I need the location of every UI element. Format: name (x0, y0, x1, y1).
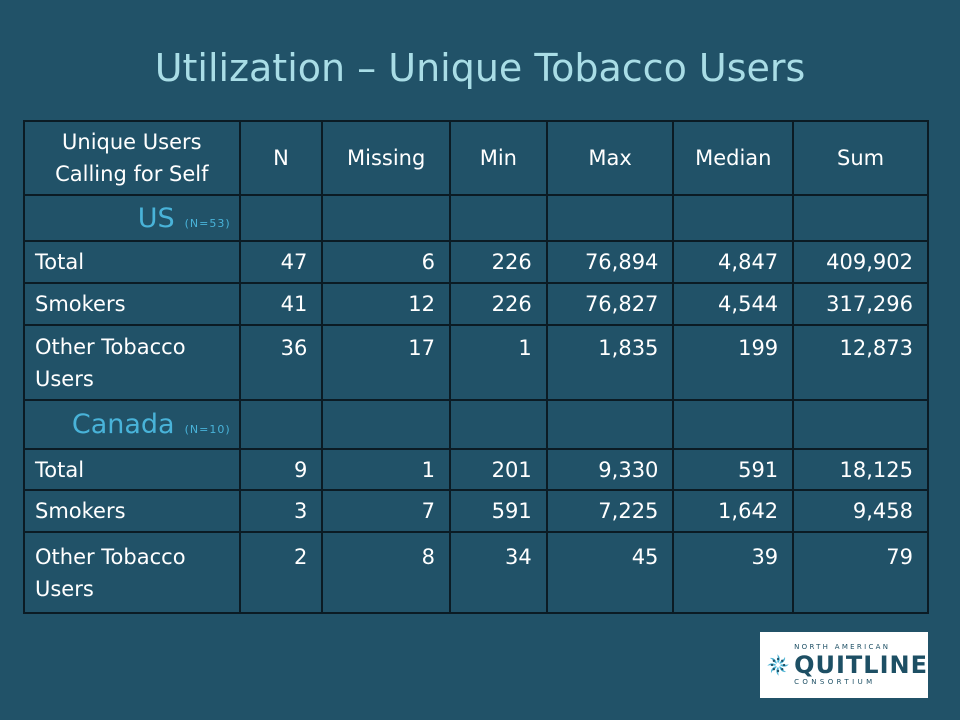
table-row: Smokers 41 12 226 76,827 4,544 317,296 (23, 282, 929, 326)
cell-max: 1,835 (545, 324, 675, 401)
cell-missing: 8 (321, 531, 452, 614)
row-label: Smokers (23, 489, 241, 533)
page-title: Utilization – Unique Tobacco Users (154, 46, 806, 90)
header-median: Median (672, 120, 795, 196)
utilization-table: Unique Users Calling for Self N Missing … (23, 120, 929, 614)
cell-missing: 7 (321, 489, 452, 533)
logo-top-text: NORTH AMERICAN (794, 643, 891, 651)
cell-median: 199 (672, 324, 795, 401)
cell-min: 591 (449, 489, 548, 533)
cell-n: 9 (238, 448, 324, 491)
header-missing: Missing (321, 120, 452, 196)
cell-missing: 1 (321, 448, 452, 491)
logo-main-text: QUITLINE (794, 651, 928, 679)
pinwheel-logo-icon (767, 654, 789, 676)
header-n: N (238, 120, 324, 196)
header-max: Max (545, 120, 675, 196)
cell-median: 4,544 (672, 282, 795, 326)
cell-n: 36 (238, 324, 324, 401)
cell-n: 3 (238, 489, 324, 533)
table-row: Total 9 1 201 9,330 591 18,125 (23, 448, 929, 491)
cell-median: 39 (672, 531, 795, 614)
section-label-canada: Canada (N=10) (23, 399, 241, 450)
logo-bottom-text: CONSORTIUM (794, 678, 876, 686)
cell-sum: 409,902 (792, 240, 929, 284)
cell-min: 226 (449, 240, 548, 284)
cell-min: 226 (449, 282, 548, 326)
section-row-canada: Canada (N=10) (23, 399, 929, 450)
cell-min: 201 (449, 448, 548, 491)
cell-missing: 12 (321, 282, 452, 326)
cell-sum: 9,458 (792, 489, 929, 533)
cell-max: 76,894 (545, 240, 675, 284)
row-label: Other Tobacco Users (23, 531, 241, 614)
cell-median: 4,847 (672, 240, 795, 284)
section-label-us: US (N=53) (23, 194, 241, 242)
cell-n: 41 (238, 282, 324, 326)
cell-sum: 18,125 (792, 448, 929, 491)
cell-sum: 317,296 (792, 282, 929, 326)
cell-missing: 6 (321, 240, 452, 284)
section-row-us: US (N=53) (23, 194, 929, 242)
table-row: Smokers 3 7 591 7,225 1,642 9,458 (23, 489, 929, 533)
cell-median: 591 (672, 448, 795, 491)
table-row: Total 47 6 226 76,894 4,847 409,902 (23, 240, 929, 284)
header-unique-users: Unique Users Calling for Self (23, 120, 241, 196)
cell-max: 7,225 (545, 489, 675, 533)
cell-sum: 12,873 (792, 324, 929, 401)
cell-sum: 79 (792, 531, 929, 614)
cell-max: 76,827 (545, 282, 675, 326)
cell-min: 1 (449, 324, 548, 401)
cell-max: 9,330 (545, 448, 675, 491)
row-label: Other Tobacco Users (23, 324, 241, 401)
table-row: Other Tobacco Users 36 17 1 1,835 199 12… (23, 324, 929, 401)
table-row: Other Tobacco Users 2 8 34 45 39 79 (23, 531, 929, 614)
row-label: Total (23, 240, 241, 284)
header-min: Min (449, 120, 548, 196)
table-header-row: Unique Users Calling for Self N Missing … (23, 120, 929, 196)
cell-missing: 17 (321, 324, 452, 401)
cell-min: 34 (449, 531, 548, 614)
row-label: Smokers (23, 282, 241, 326)
cell-max: 45 (545, 531, 675, 614)
row-label: Total (23, 448, 241, 491)
header-sum: Sum (792, 120, 929, 196)
quitline-logo: NORTH AMERICAN QUITLINE CONSORTIUM (760, 632, 928, 698)
cell-median: 1,642 (672, 489, 795, 533)
cell-n: 47 (238, 240, 324, 284)
logo-text: NORTH AMERICAN QUITLINE CONSORTIUM (794, 644, 928, 686)
cell-n: 2 (238, 531, 324, 614)
